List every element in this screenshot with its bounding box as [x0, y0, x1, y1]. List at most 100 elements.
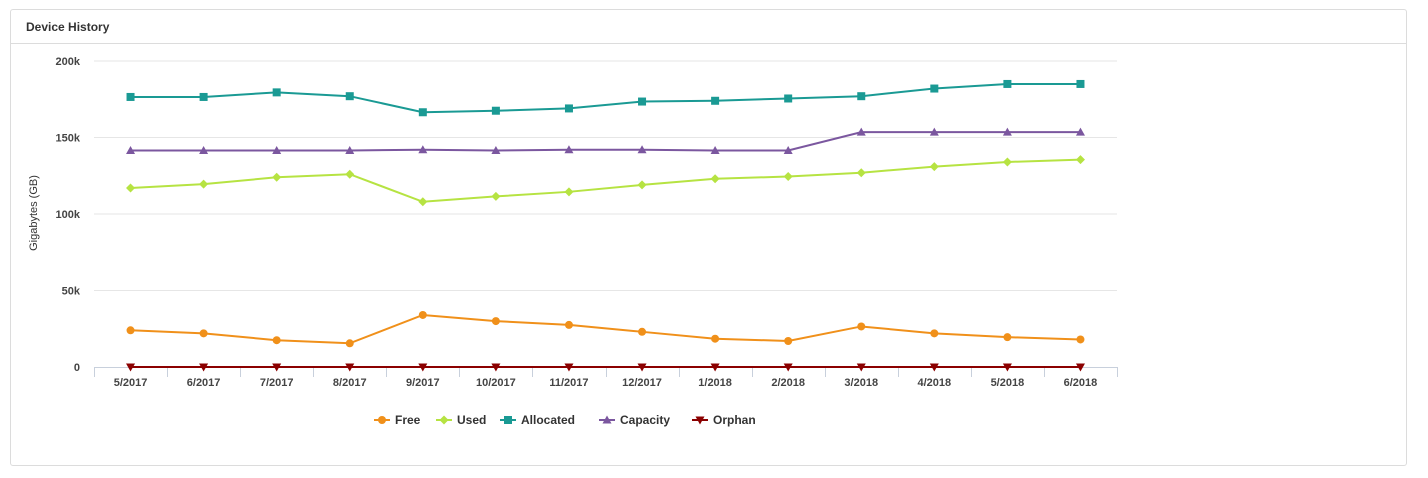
- x-tick-label: 3/2018: [844, 377, 878, 389]
- x-tick-label: 4/2018: [917, 377, 951, 389]
- panel-header: Device History: [11, 10, 1406, 44]
- data-point-capacity: [199, 146, 209, 155]
- data-point-capacity: [637, 145, 647, 154]
- y-tick-label: 0: [74, 362, 80, 374]
- data-point-free: [126, 326, 135, 335]
- x-tick-label: 1/2018: [698, 377, 732, 389]
- data-point-used: [418, 197, 428, 207]
- series-line-capacity: [130, 131, 1081, 152]
- legend-item-allocated: Allocated: [500, 413, 575, 427]
- data-point-used: [637, 180, 647, 190]
- x-axis: 5/2017 6/2017 7/2017 8/2017 9/2017 10/2017 11/…: [94, 367, 1118, 389]
- data-point-free: [930, 329, 939, 338]
- data-point-free: [418, 310, 427, 319]
- data-point-free: [564, 320, 573, 329]
- data-point-orphan: [1075, 363, 1085, 372]
- data-point-capacity: [710, 146, 720, 155]
- x-tick-label: 6/2018: [1064, 377, 1098, 389]
- data-point-orphan: [199, 363, 209, 372]
- legend-item-orphan: Orphan: [692, 413, 756, 427]
- data-point-allocated: [784, 94, 793, 103]
- series-allocated: [126, 79, 1085, 117]
- data-point-free: [638, 327, 647, 336]
- series-line-used: [130, 158, 1081, 203]
- data-point-capacity: [345, 146, 355, 155]
- legend-marker-allocated: [504, 416, 512, 424]
- x-tick-label: 12/2017: [622, 377, 662, 389]
- data-point-capacity: [856, 127, 866, 136]
- legend-label-allocated: Allocated: [521, 413, 575, 427]
- x-tick-label: 9/2017: [406, 377, 440, 389]
- x-tick-label: 11/2017: [549, 377, 588, 389]
- data-point-used: [710, 174, 720, 184]
- data-point-orphan: [564, 363, 574, 372]
- series-layer: [126, 79, 1085, 372]
- data-point-orphan: [345, 363, 355, 372]
- legend-item-used: Used: [436, 413, 486, 427]
- data-point-used: [1075, 155, 1085, 165]
- data-point-allocated: [930, 84, 939, 93]
- data-point-orphan: [418, 363, 428, 372]
- data-point-capacity: [1002, 127, 1012, 136]
- data-point-allocated: [1003, 79, 1012, 88]
- data-point-orphan: [272, 363, 282, 372]
- data-point-allocated: [199, 92, 208, 101]
- data-point-allocated: [1076, 79, 1085, 88]
- y-tick-label: 100k: [56, 209, 81, 221]
- y-tick-label: 50k: [62, 286, 81, 298]
- data-point-orphan: [491, 363, 501, 372]
- x-tick-label: 5/2018: [991, 377, 1025, 389]
- y-axis-title: Gigabytes (GB): [28, 175, 40, 251]
- grid-lines: [94, 60, 1117, 291]
- data-point-orphan: [856, 363, 866, 372]
- panel-title: Device History: [26, 20, 110, 34]
- data-point-used: [272, 172, 282, 182]
- data-point-free: [1076, 335, 1085, 344]
- data-point-allocated: [345, 92, 354, 101]
- data-point-capacity: [491, 146, 501, 155]
- data-point-allocated: [857, 92, 866, 101]
- series-line-allocated: [130, 82, 1081, 114]
- data-point-used: [783, 172, 793, 182]
- data-point-allocated: [418, 108, 427, 117]
- x-tick-label: 8/2017: [333, 377, 367, 389]
- data-point-allocated: [564, 104, 573, 113]
- series-free: [126, 310, 1085, 348]
- data-point-capacity: [929, 127, 939, 136]
- legend-marker-capacity: [602, 415, 612, 424]
- data-point-orphan: [1002, 363, 1012, 372]
- data-point-used: [126, 183, 136, 193]
- x-tick-label: 10/2017: [476, 377, 516, 389]
- data-point-orphan: [126, 363, 136, 372]
- data-point-orphan: [929, 363, 939, 372]
- data-point-used: [199, 179, 209, 189]
- legend-label-capacity: Capacity: [620, 413, 670, 427]
- data-point-free: [345, 339, 354, 348]
- device-history-panel: Device History: [10, 9, 1407, 466]
- data-point-used: [856, 168, 866, 178]
- legend-marker-used: [439, 415, 449, 425]
- data-point-orphan: [783, 363, 793, 372]
- legend-item-free: Free: [374, 413, 421, 427]
- data-point-free: [272, 336, 281, 345]
- series-capacity: [126, 127, 1085, 155]
- series-used: [126, 155, 1085, 207]
- data-point-capacity: [783, 146, 793, 155]
- x-tick-label: 6/2017: [187, 377, 221, 389]
- data-point-used: [1002, 157, 1012, 167]
- y-tick-label: 150k: [56, 133, 81, 145]
- legend-label-used: Used: [457, 413, 486, 427]
- legend-marker-orphan: [695, 416, 705, 425]
- data-point-used: [929, 162, 939, 172]
- data-point-used: [491, 191, 501, 201]
- data-point-allocated: [491, 106, 500, 115]
- legend: Free Used Allocated Capacity Orphan: [374, 413, 756, 427]
- data-point-free: [1003, 333, 1012, 342]
- data-point-free: [711, 334, 720, 343]
- series-line-free: [130, 313, 1081, 345]
- legend-marker-free: [378, 416, 386, 424]
- data-point-free: [857, 322, 866, 331]
- data-point-allocated: [126, 92, 135, 101]
- data-point-free: [491, 317, 500, 326]
- data-point-used: [345, 169, 355, 179]
